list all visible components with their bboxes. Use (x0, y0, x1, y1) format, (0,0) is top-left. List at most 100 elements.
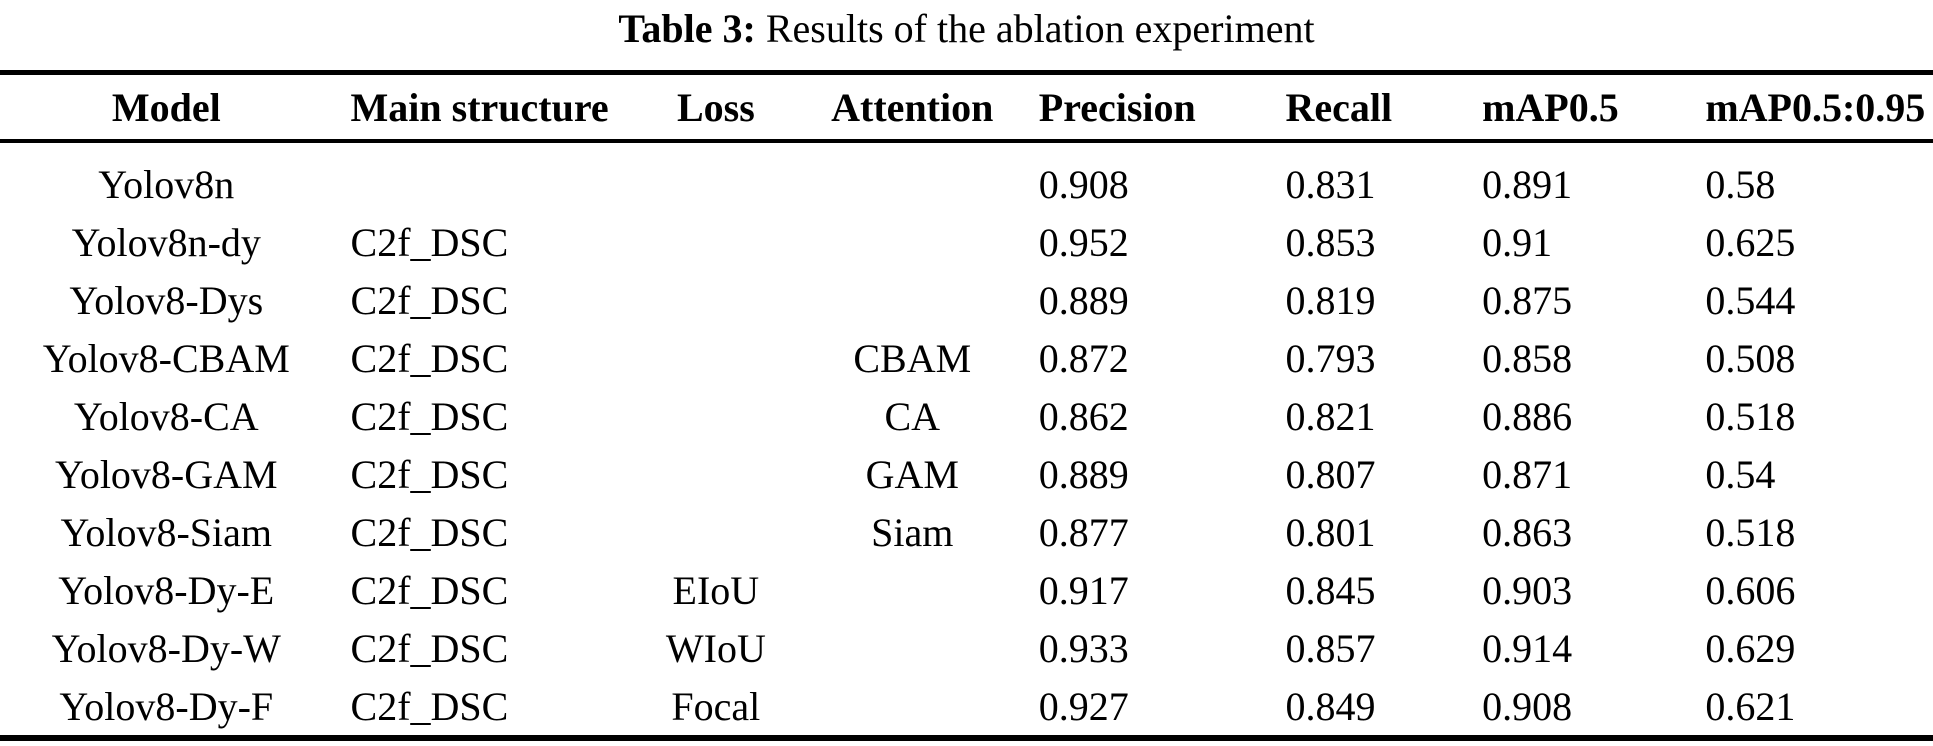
column-header-map05-095: mAP0.5:0.95 (1691, 72, 1933, 143)
cell-map05-095: 0.518 (1705, 393, 1796, 439)
cell-main-structure: C2f_DSC (350, 509, 509, 555)
cell-map05-095: 0.54 (1705, 451, 1776, 497)
cell-loss (620, 213, 812, 271)
table-row: Yolov8-Siam C2f_DSC Siam 0.877 0.801 0.8… (0, 503, 1933, 561)
cell-attention (812, 561, 1013, 619)
cell-map05: 0.91 (1482, 219, 1553, 265)
cell-map05-095: 0.508 (1705, 335, 1796, 381)
cell-map05: 0.886 (1482, 393, 1573, 439)
cell-model: Yolov8-Dy-F (59, 683, 274, 729)
cell-loss (620, 141, 812, 213)
table-row: Yolov8-Dy-E C2f_DSC EIoU 0.917 0.845 0.9… (0, 561, 1933, 619)
cell-main-structure: C2f_DSC (350, 451, 509, 497)
table-row: Yolov8n-dy C2f_DSC 0.952 0.853 0.91 0.62… (0, 213, 1933, 271)
cell-precision: 0.908 (1038, 161, 1129, 207)
table-row: Yolov8-CBAM C2f_DSC CBAM 0.872 0.793 0.8… (0, 329, 1933, 387)
table-caption-text: Results of the ablation experiment (765, 6, 1315, 51)
cell-precision: 0.862 (1038, 393, 1129, 439)
cell-attention: CA (884, 393, 941, 439)
cell-main-structure: C2f_DSC (350, 683, 509, 729)
cell-precision: 0.889 (1038, 451, 1129, 497)
cell-loss: WIoU (665, 625, 766, 671)
cell-map05: 0.863 (1482, 509, 1573, 555)
column-header-precision: Precision (1012, 72, 1248, 143)
table-row: Yolov8-Dy-F C2f_DSC Focal 0.927 0.849 0.… (0, 677, 1933, 738)
cell-precision: 0.917 (1038, 567, 1129, 613)
cell-loss: EIoU (672, 567, 760, 613)
cell-loss (620, 271, 812, 329)
cell-map05: 0.875 (1482, 277, 1573, 323)
cell-recall: 0.793 (1285, 335, 1376, 381)
cell-main-structure: C2f_DSC (350, 625, 509, 671)
cell-recall: 0.807 (1285, 451, 1376, 497)
cell-main-structure: C2f_DSC (350, 393, 509, 439)
cell-model: Yolov8-CBAM (42, 335, 290, 381)
cell-model: Yolov8-Dy-W (51, 625, 281, 671)
cell-precision: 0.872 (1038, 335, 1129, 381)
table-row: Yolov8-Dy-W C2f_DSC WIoU 0.933 0.857 0.9… (0, 619, 1933, 677)
cell-map05-095: 0.621 (1705, 683, 1796, 729)
table-caption-label: Table 3: (618, 6, 756, 51)
cell-map05: 0.908 (1482, 683, 1573, 729)
cell-attention: GAM (865, 451, 959, 497)
cell-model: Yolov8-CA (73, 393, 259, 439)
cell-precision: 0.927 (1038, 683, 1129, 729)
column-header-map05: mAP0.5 (1466, 72, 1692, 143)
table-body: Yolov8n 0.908 0.831 0.891 0.58 Yolov8n-d… (0, 141, 1933, 738)
table-row: Yolov8n 0.908 0.831 0.891 0.58 (0, 141, 1933, 213)
cell-map05: 0.858 (1482, 335, 1573, 381)
cell-map05-095: 0.606 (1705, 567, 1796, 613)
cell-model: Yolov8-Dy-E (58, 567, 275, 613)
cell-recall: 0.819 (1285, 277, 1376, 323)
cell-attention: CBAM (853, 335, 972, 381)
cell-recall: 0.849 (1285, 683, 1376, 729)
cell-map05-095: 0.58 (1705, 161, 1776, 207)
cell-map05: 0.891 (1482, 161, 1573, 207)
cell-recall: 0.845 (1285, 567, 1376, 613)
table-header: Model Main structure Loss Attention Prec… (0, 72, 1933, 143)
table-row: Yolov8-Dys C2f_DSC 0.889 0.819 0.875 0.5… (0, 271, 1933, 329)
column-header-recall: Recall (1247, 72, 1467, 143)
cell-recall: 0.831 (1285, 161, 1376, 207)
cell-map05: 0.871 (1482, 451, 1573, 497)
cell-main-structure: C2f_DSC (350, 567, 509, 613)
cell-map05: 0.914 (1482, 625, 1573, 671)
cell-attention (812, 213, 1013, 271)
cell-map05-095: 0.625 (1705, 219, 1796, 265)
cell-main-structure: C2f_DSC (350, 335, 509, 381)
cell-attention (812, 619, 1013, 677)
cell-attention (812, 271, 1013, 329)
cell-recall: 0.857 (1285, 625, 1376, 671)
cell-model: Yolov8n (98, 161, 235, 207)
cell-map05-095: 0.518 (1705, 509, 1796, 555)
cell-main-structure (333, 141, 620, 213)
cell-main-structure: C2f_DSC (350, 277, 509, 323)
table-row: Yolov8-GAM C2f_DSC GAM 0.889 0.807 0.871… (0, 445, 1933, 503)
cell-precision: 0.889 (1038, 277, 1129, 323)
cell-loss (620, 387, 812, 445)
column-header-main-structure: Main structure (332, 72, 620, 143)
cell-model: Yolov8n-dy (71, 219, 261, 265)
table-row: Yolov8-CA C2f_DSC CA 0.862 0.821 0.886 0… (0, 387, 1933, 445)
table-caption: Table 3: Results of the ablation experim… (0, 0, 1933, 70)
cell-attention (812, 141, 1013, 213)
column-header-model: Model (0, 72, 333, 143)
ablation-results-table: Model Main structure Loss Attention Prec… (0, 70, 1933, 741)
cell-recall: 0.853 (1285, 219, 1376, 265)
column-header-attention: Attention (811, 72, 1013, 143)
cell-precision: 0.877 (1038, 509, 1129, 555)
cell-attention: Siam (871, 509, 954, 555)
cell-model: Yolov8-Dys (69, 277, 264, 323)
cell-main-structure: C2f_DSC (350, 219, 509, 265)
cell-loss (620, 445, 812, 503)
column-header-loss: Loss (619, 72, 812, 143)
cell-map05-095: 0.544 (1705, 277, 1796, 323)
cell-attention (812, 677, 1013, 738)
cell-precision: 0.933 (1038, 625, 1129, 671)
cell-model: Yolov8-GAM (54, 451, 278, 497)
cell-recall: 0.801 (1285, 509, 1376, 555)
cell-map05-095: 0.629 (1705, 625, 1796, 671)
table-header-row: Model Main structure Loss Attention Prec… (0, 72, 1933, 143)
cell-precision: 0.952 (1038, 219, 1129, 265)
